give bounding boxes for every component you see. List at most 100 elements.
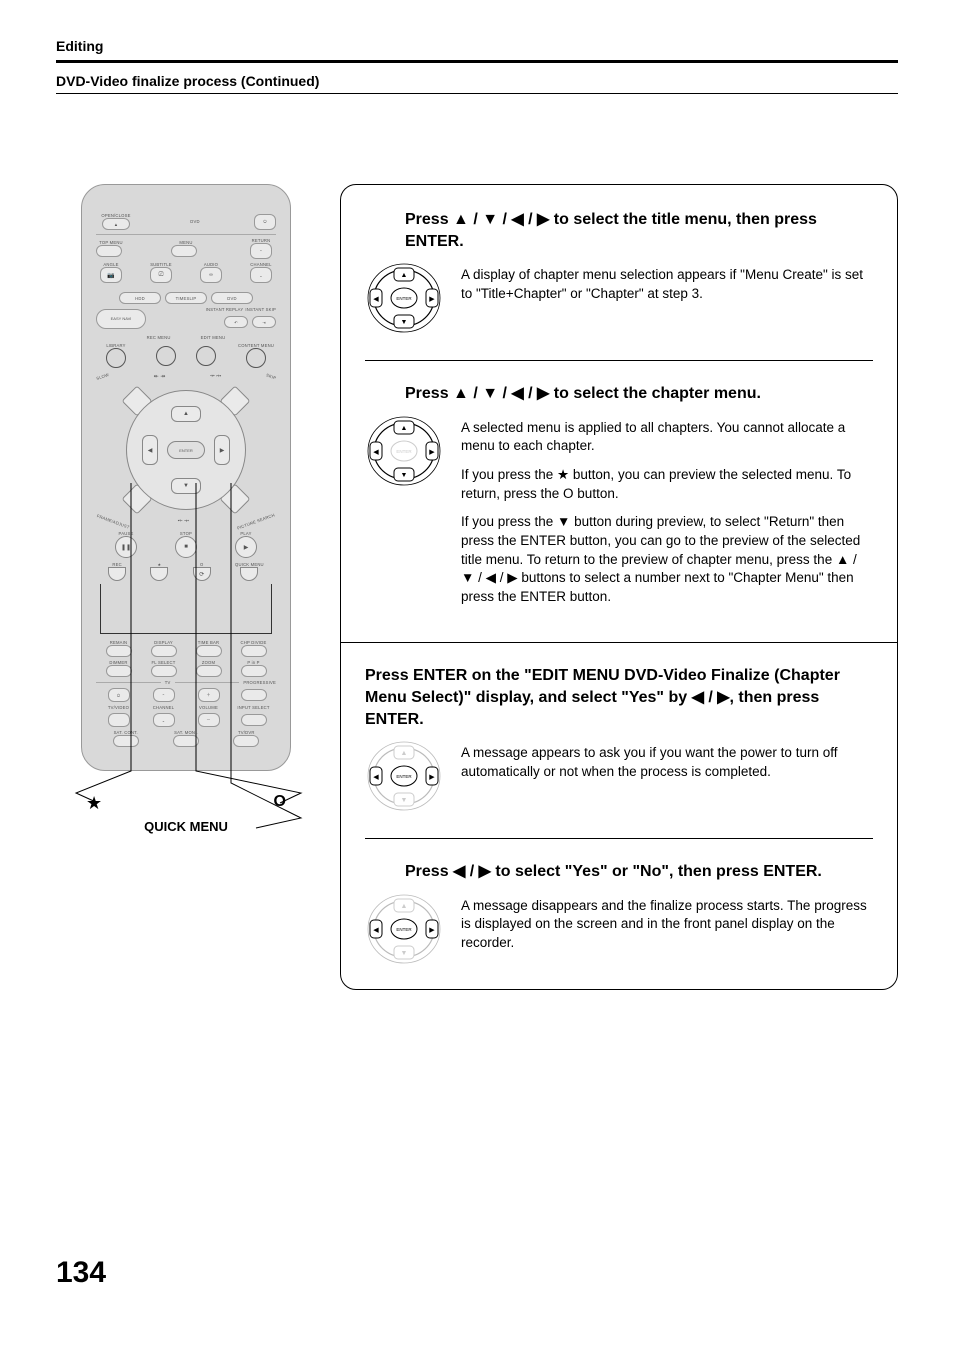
tv-video-button[interactable] [108, 713, 130, 727]
svg-text:ENTER: ENTER [396, 774, 412, 779]
remote-callouts: ★ O QUICK MENU [56, 793, 316, 853]
sat-cont-button[interactable] [113, 735, 139, 747]
rec-menu-label: REC MENU [147, 335, 171, 340]
rec-menu-button[interactable] [156, 346, 176, 366]
dpad-down[interactable]: ▼ [171, 478, 201, 494]
play-button[interactable]: ▶ [235, 536, 257, 558]
input-select-button[interactable] [241, 714, 267, 726]
subtitle-label: SUBTITLE [146, 262, 176, 267]
chp-divide-button[interactable] [241, 645, 267, 657]
fl-select-label: FL SELECT [141, 660, 186, 665]
angle-button[interactable]: 📷 [100, 267, 122, 283]
tv-video-label: TV/VIDEO [96, 705, 141, 710]
tv-vol-up-button[interactable]: ＋ [198, 688, 220, 702]
step-3-title: Press ENTER on the "EDIT MENU DVD-Video … [365, 665, 873, 730]
channel-down-button[interactable]: ⌄ [250, 267, 272, 283]
o-button[interactable]: ⟳ [193, 567, 211, 581]
remain-button[interactable] [106, 645, 132, 657]
tv-dvr-button[interactable] [233, 735, 259, 747]
content-menu-button[interactable] [246, 348, 266, 368]
remote-callout-bracket [100, 584, 272, 634]
remote-dpad[interactable]: ▲ ▼ ◀ ▶ ENTER [126, 390, 246, 510]
header-rule-thin [56, 93, 898, 94]
page-number: 134 [56, 1256, 106, 1290]
timebar-label: TIME BAR [186, 640, 231, 645]
step-sep-2 [341, 642, 897, 643]
quick-menu-button[interactable] [240, 567, 258, 581]
tv-power-button[interactable]: ⏻ [108, 688, 130, 702]
instant-replay-label: INSTANT REPLAY [206, 307, 244, 312]
callout-star: ★ [86, 793, 102, 814]
channel-up-button[interactable]: ⌃ [250, 243, 272, 259]
svg-text:◀: ◀ [373, 927, 379, 934]
chp-divide-label: CHP DIVIDE [231, 640, 276, 645]
svg-text:◀: ◀ [373, 449, 379, 456]
library-button[interactable] [106, 348, 126, 368]
eject-button[interactable]: ▲ [102, 218, 130, 230]
step-1-dpad-icon: ▲ ▼ ◀ ▶ ENTER [365, 262, 443, 334]
svg-text:▼: ▼ [401, 472, 408, 479]
step-sep-3 [365, 838, 873, 839]
svg-text:▶: ▶ [429, 296, 435, 303]
display-label: DISPLAY [141, 640, 186, 645]
easy-navi-button[interactable]: EASY NAVI [96, 309, 146, 329]
zoom-label: ZOOM [186, 660, 231, 665]
input-select-label: INPUT SELECT [231, 705, 276, 710]
svg-text:▶: ▶ [429, 449, 435, 456]
svg-text:▲: ▲ [401, 750, 408, 757]
pause-button[interactable]: ❚❚ [115, 536, 137, 558]
sat-moni-button[interactable] [173, 735, 199, 747]
pinp-label: P in P [231, 660, 276, 665]
hdd-button[interactable]: HDD [119, 292, 161, 304]
progressive-label: PROGRESSIVE [243, 680, 276, 685]
dpad-up[interactable]: ▲ [171, 406, 201, 422]
rec-button[interactable] [108, 567, 126, 581]
top-menu-button[interactable] [96, 245, 122, 257]
stop-button[interactable]: ■ [175, 536, 197, 558]
step-1-title: Press ▲ / ▼ / ◀ / ▶ to select the title … [405, 209, 873, 252]
svg-text:▼: ▼ [401, 319, 408, 326]
timeslip-button[interactable]: TIMESLIP [165, 292, 207, 304]
step-sep-1 [365, 360, 873, 361]
dpad-left[interactable]: ◀ [142, 435, 158, 465]
fl-select-button[interactable] [151, 665, 177, 677]
step-2-title: Press ▲ / ▼ / ◀ / ▶ to select the chapte… [405, 383, 873, 405]
menu-button[interactable] [171, 245, 197, 257]
svg-text:ENTER: ENTER [396, 296, 412, 301]
power-button[interactable]: ⏻ [254, 214, 276, 230]
step-2-text-2: If you press the ★ button, you can previ… [461, 466, 873, 503]
instant-skip-label: INSTANT SKIP [245, 307, 276, 312]
timebar-button[interactable] [196, 645, 222, 657]
dimmer-label: DIMMER [96, 660, 141, 665]
tv-ch-up-button[interactable]: ⌃ [153, 688, 175, 702]
dvd-label: DVD [136, 219, 254, 224]
slow-label: SLOW [96, 372, 110, 381]
dimmer-button[interactable] [106, 665, 132, 677]
audio-button[interactable]: ∞ [200, 267, 222, 283]
instant-replay-button[interactable]: ↶ [224, 316, 248, 328]
pinp-button[interactable] [241, 665, 267, 677]
svg-text:▼: ▼ [401, 797, 408, 804]
edit-menu-button[interactable] [196, 346, 216, 366]
dpad-right[interactable]: ▶ [214, 435, 230, 465]
step-3-dpad-icon: ▲ ▼ ◀ ▶ ENTER [365, 740, 443, 812]
sat-moni-label: SAT. MONI. [156, 730, 215, 735]
zoom-button[interactable] [196, 665, 222, 677]
step-2-dpad-icon: ▲ ▼ ◀ ▶ ENTER [365, 415, 443, 487]
subtitle-button[interactable]: ⎚ [150, 267, 172, 283]
edit-menu-label: EDIT MENU [201, 335, 226, 340]
step-3: Press ENTER on the "EDIT MENU DVD-Video … [365, 665, 873, 812]
star-button[interactable] [150, 567, 168, 581]
dpad-enter[interactable]: ENTER [167, 441, 205, 459]
top-menu-label: TOP MENU [96, 240, 126, 245]
tv-ch-down-button[interactable]: ⌄ [153, 713, 175, 727]
tv-volume-label: VOLUME [186, 705, 231, 710]
dvd-button[interactable]: DVD [211, 292, 253, 304]
tv-vol-down-button[interactable]: － [198, 713, 220, 727]
svg-text:▶: ▶ [429, 927, 435, 934]
step-1: Press ▲ / ▼ / ◀ / ▶ to select the title … [365, 209, 873, 334]
progressive-button[interactable] [241, 689, 267, 701]
tv-dvr-label: TV/DVR [217, 730, 276, 735]
instant-skip-button[interactable]: ⇥ [252, 316, 276, 328]
display-button[interactable] [151, 645, 177, 657]
